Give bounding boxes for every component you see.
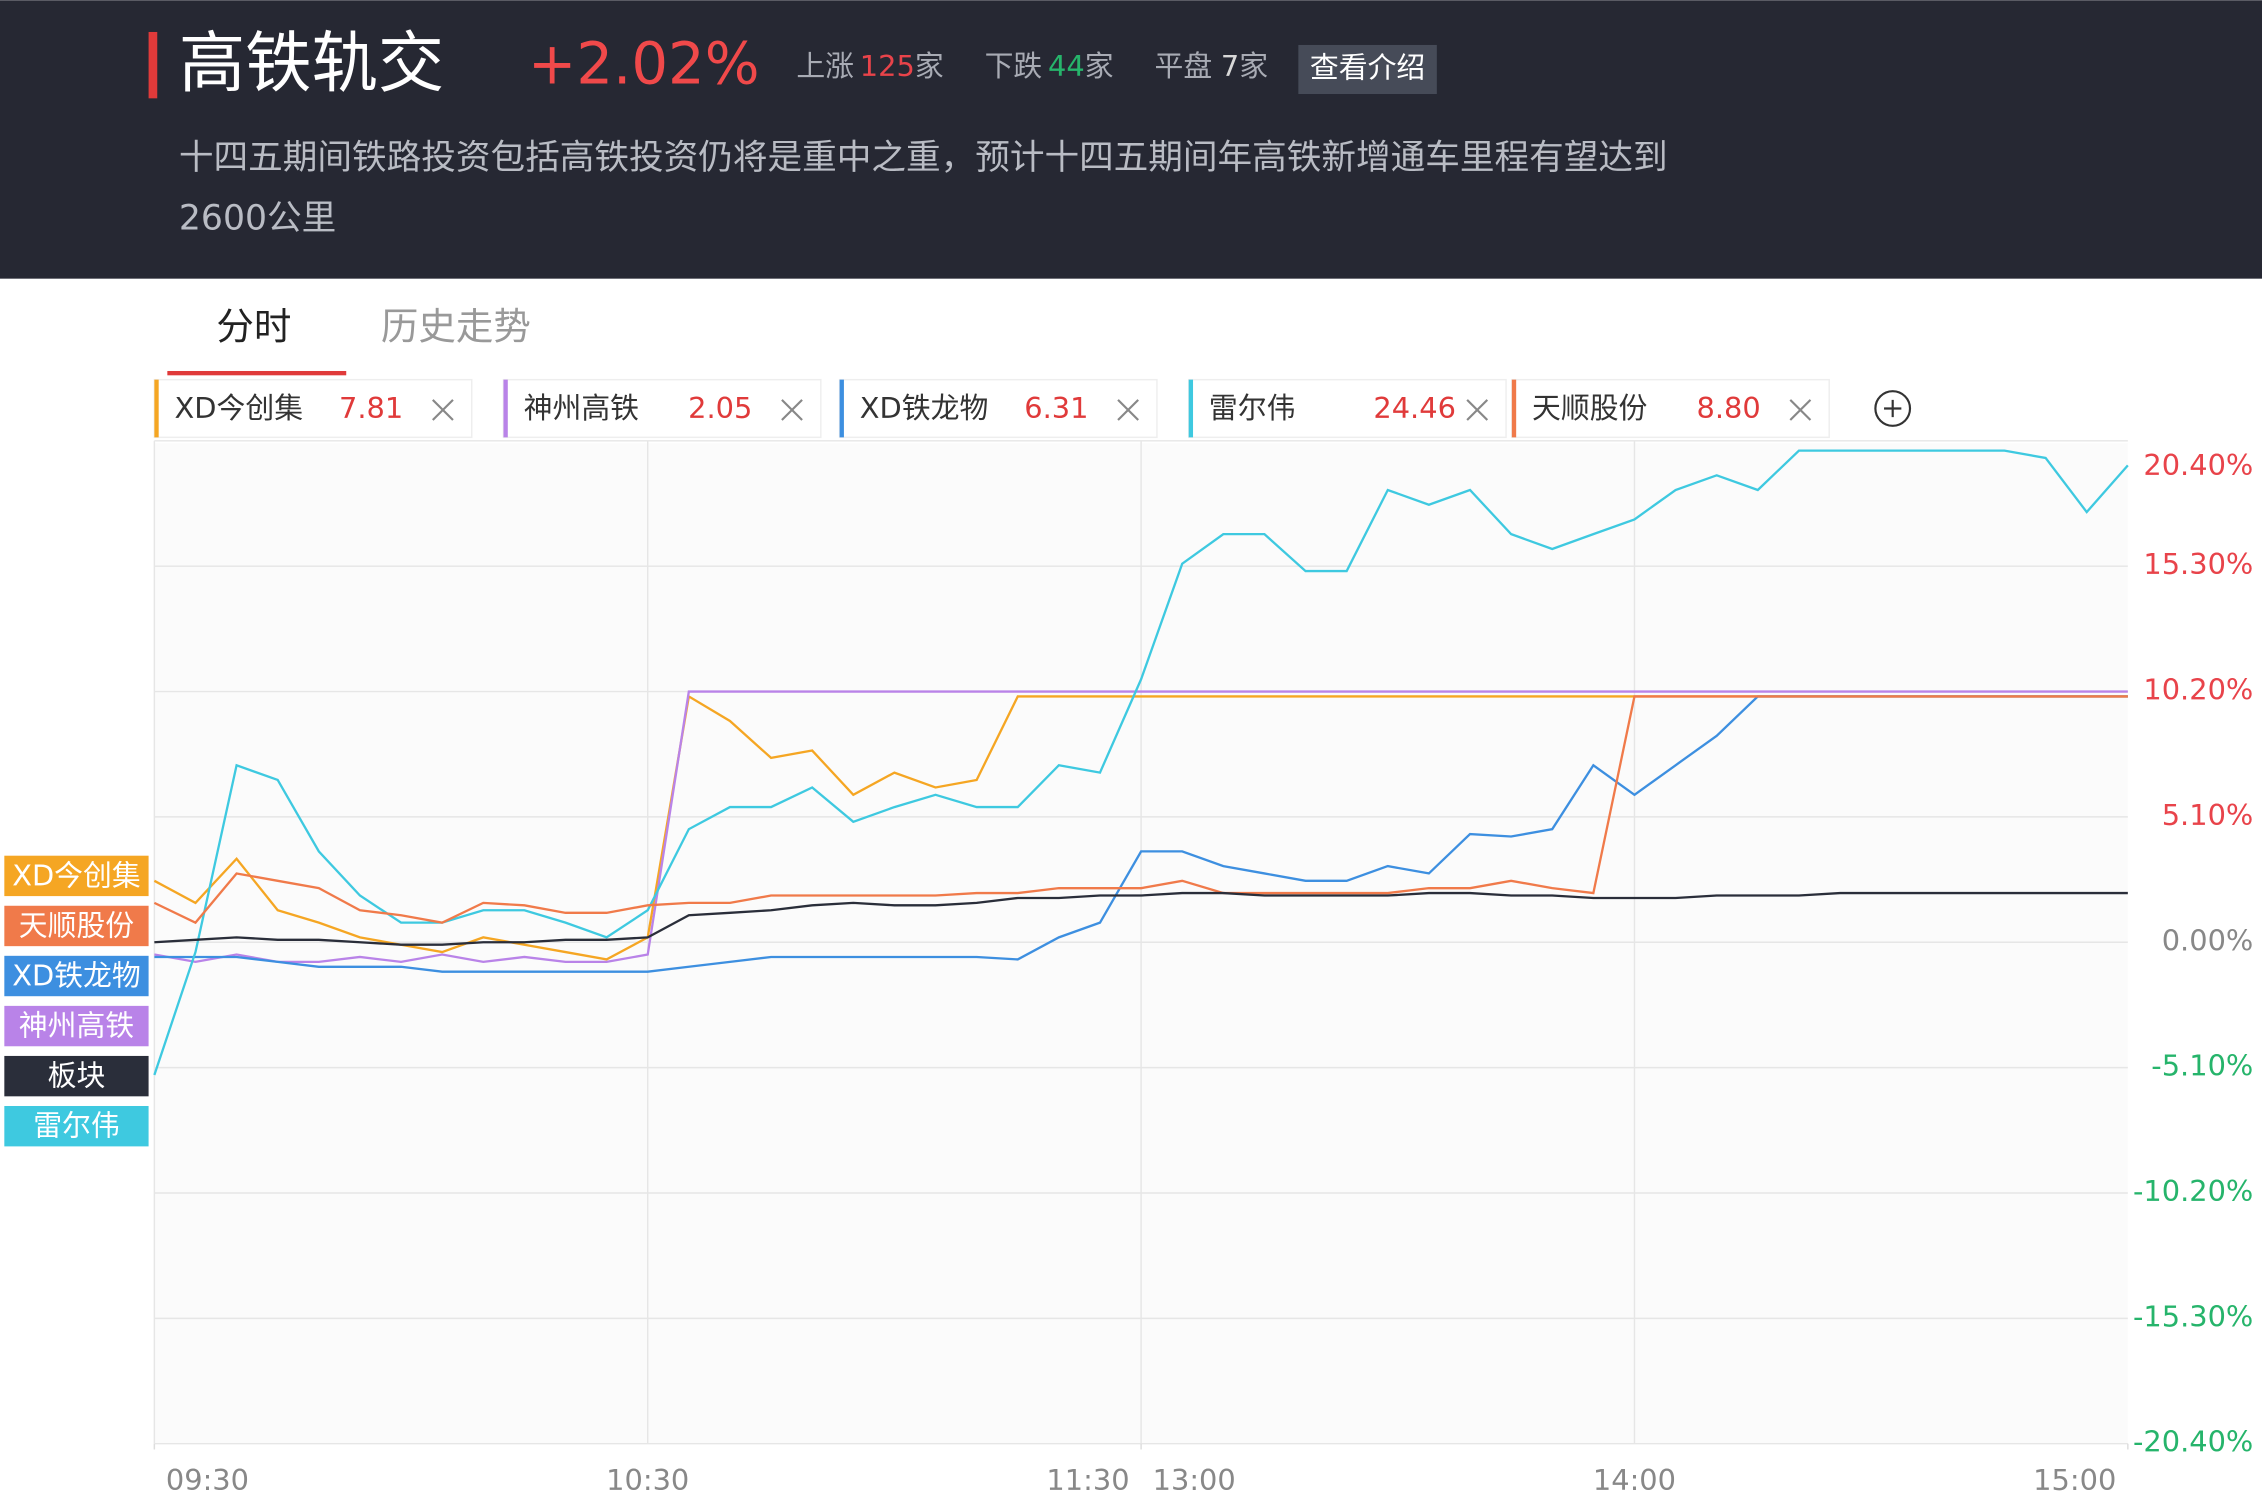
- chip-close[interactable]: [1117, 399, 1139, 421]
- header-bg: [0, 0, 2262, 279]
- y-tick-label: 10.20%: [2143, 673, 2253, 707]
- chip-close[interactable]: [432, 399, 454, 421]
- stat-count: 7: [1221, 49, 1239, 83]
- tab-underline: [167, 370, 347, 376]
- chip-bg: [153, 378, 473, 439]
- legend-label: 天顺股份: [19, 908, 135, 942]
- y-tick-label: -15.30%: [2133, 1299, 2253, 1333]
- stat-label: 平盘: [1155, 49, 1213, 83]
- chip-name: 雷尔伟: [1209, 391, 1296, 425]
- chip-close[interactable]: [1466, 399, 1489, 421]
- chip-close[interactable]: [1789, 399, 1812, 421]
- legend-swatch: [4, 955, 149, 997]
- series-line: [154, 891, 2128, 946]
- legend-swatch: [4, 1055, 149, 1097]
- series-line: [154, 690, 2128, 964]
- legend-label: 板块: [48, 1059, 106, 1093]
- legend-swatch: [4, 1105, 149, 1147]
- stat-label: 上涨: [796, 49, 854, 83]
- tab-active[interactable]: 分时: [216, 305, 291, 349]
- stat-unit: 家: [1239, 49, 1268, 83]
- x-tick-label: 11:30: [1046, 1463, 1129, 1497]
- stat-count: 44: [1048, 49, 1085, 83]
- chip-price: 2.05: [688, 391, 752, 425]
- add-icon[interactable]: [1884, 399, 1902, 418]
- legend-swatch: [4, 1005, 149, 1047]
- chip-color: [154, 379, 159, 438]
- stock-chip: 天顺股份 8.80: [1511, 378, 1830, 439]
- y-tick-label: -5.10%: [2151, 1049, 2253, 1083]
- stats: 上涨 125家 下跌 44家 平盘 7家: [796, 49, 1268, 83]
- title-accent: [148, 31, 158, 99]
- y-tick-label: -10.20%: [2133, 1174, 2253, 1208]
- chip-name: XD今创集: [175, 391, 304, 425]
- chip-color: [503, 379, 508, 438]
- series-line: [153, 695, 2128, 925]
- stock-chip: XD今创集 7.81: [153, 378, 473, 439]
- stat-count: 125: [860, 49, 915, 83]
- x-tick-label: 15:00: [2033, 1463, 2116, 1497]
- y-tick-label: 5.10%: [2162, 798, 2254, 832]
- stock-chip: XD铁龙物 6.31: [838, 378, 1158, 439]
- y-tick-label: 15.30%: [2143, 547, 2253, 581]
- chip-price: 8.80: [1697, 391, 1761, 425]
- y-tick-label: 20.40%: [2143, 448, 2253, 482]
- x-tick-label: 14:00: [1593, 1463, 1676, 1497]
- stock-chip: 神州高铁 2.05: [502, 378, 822, 439]
- stat-unit: 家: [915, 49, 944, 83]
- chip-close[interactable]: [781, 399, 803, 421]
- y-tick-label: 0.00%: [2162, 923, 2254, 957]
- chip-name: XD铁龙物: [860, 391, 989, 425]
- legend-swatch: [4, 905, 149, 947]
- x-tick-label: 09:30: [166, 1463, 249, 1497]
- legend-label: XD今创集: [12, 858, 141, 892]
- chip-price: 6.31: [1024, 391, 1088, 425]
- chip-color: [839, 379, 844, 438]
- chip-bg: [502, 378, 822, 439]
- y-tick-label: -20.40%: [2133, 1425, 2253, 1459]
- tab[interactable]: 历史走势: [381, 305, 531, 349]
- add-button[interactable]: [1874, 390, 1912, 427]
- stat-label: 下跌: [985, 49, 1043, 83]
- legend-label: 神州高铁: [19, 1009, 134, 1043]
- series-line: [153, 449, 2129, 1076]
- chip-name: 神州高铁: [524, 391, 639, 425]
- x-tick-label: 10:30: [606, 1463, 689, 1497]
- x-tick-label: 13:00: [1153, 1463, 1236, 1497]
- title: 高铁轨交: [179, 24, 444, 102]
- chip-bg: [838, 378, 1158, 439]
- chip-price: 7.81: [339, 391, 403, 425]
- legend-swatch: [4, 855, 149, 897]
- intro-button-label[interactable]: 查看介绍: [1310, 50, 1425, 84]
- chip-name: 天顺股份: [1532, 391, 1648, 425]
- intro-button[interactable]: [1298, 44, 1437, 95]
- change: +2.02%: [528, 30, 760, 98]
- description: 十四五期间铁路投资包括高铁投资仍将是重中之重，预计十四五期间年高铁新增通车里程有…: [178, 137, 1668, 239]
- stock-chip: 雷尔伟 24.46: [1187, 378, 1507, 439]
- legend-label: 雷尔伟: [33, 1109, 120, 1143]
- chip-price: 24.46: [1373, 391, 1456, 425]
- chip-bg: [1511, 378, 1830, 439]
- chip-bg: [1187, 378, 1507, 439]
- stat-unit: 家: [1085, 49, 1114, 83]
- description-box: 十四五期间铁路投资包括高铁投资仍将是重中之重，预计十四五期间年高铁新增通车里程有…: [178, 137, 1668, 239]
- chip-color: [1188, 379, 1194, 438]
- legend-label: XD铁龙物: [12, 958, 141, 992]
- chip-color: [1511, 379, 1517, 438]
